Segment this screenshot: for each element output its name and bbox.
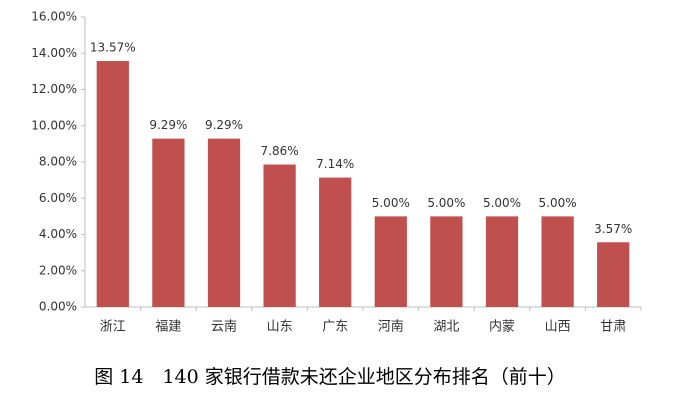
value-label: 5.00%	[539, 196, 577, 210]
bar	[430, 216, 463, 307]
x-tick-label: 广东	[322, 320, 348, 335]
value-label: 3.57%	[594, 222, 632, 236]
value-label: 7.86%	[261, 144, 299, 158]
bar	[374, 216, 407, 307]
value-label: 9.29%	[149, 118, 187, 132]
x-tick-label: 河南	[378, 319, 404, 335]
value-label: 9.29%	[205, 118, 243, 132]
y-tick-label: 16.00%	[31, 10, 77, 24]
bar	[207, 138, 241, 307]
x-tick-label: 云南	[211, 319, 237, 335]
bar	[263, 164, 296, 307]
bar	[485, 216, 519, 307]
chart-title: 图 14 140 家银行借款未还企业地区分布排名（前十）	[94, 366, 566, 388]
bar	[597, 242, 630, 307]
value-label: 13.57%	[90, 41, 136, 55]
y-tick-label: 2.00%	[39, 263, 77, 277]
x-tick-label: 山东	[267, 320, 293, 335]
bar	[96, 61, 129, 308]
bar	[319, 177, 352, 307]
y-tick-label: 6.00%	[39, 191, 77, 205]
value-label: 5.00%	[372, 196, 410, 210]
value-label: 7.14%	[316, 157, 354, 171]
x-tick-label: 浙江	[100, 320, 126, 335]
value-label: 5.00%	[483, 196, 521, 210]
y-tick-label: 4.00%	[39, 227, 77, 241]
x-tick-label: 内蒙	[489, 319, 515, 335]
y-tick-label: 12.00%	[31, 82, 77, 96]
x-tick-label: 山西	[545, 320, 571, 335]
x-tick-label: 福建	[155, 320, 181, 335]
y-tick-label: 14.00%	[31, 46, 77, 60]
bar	[541, 216, 574, 307]
y-tick-label: 10.00%	[31, 118, 77, 132]
value-label: 5.00%	[427, 196, 465, 210]
y-tick-label: 0.00%	[39, 300, 77, 314]
bar	[152, 138, 185, 307]
x-tick-label: 甘肃	[600, 320, 626, 335]
x-tick-label: 湖北	[433, 320, 459, 335]
y-tick-label: 8.00%	[39, 155, 77, 169]
